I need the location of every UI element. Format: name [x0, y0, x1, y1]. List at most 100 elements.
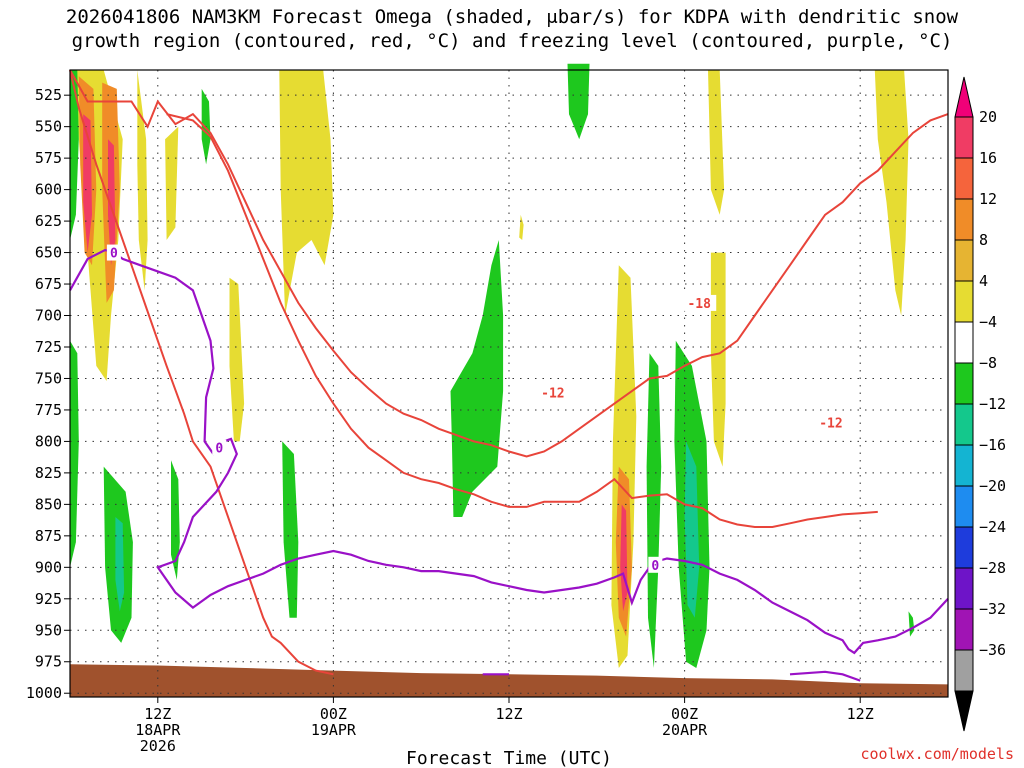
- omega-region: [171, 460, 180, 580]
- y-tick-label: 825: [35, 464, 62, 482]
- y-tick-label: 1000: [26, 684, 62, 702]
- colorbar-tick-label: −28: [979, 559, 1006, 577]
- colorbar-bottom-arrow: [954, 690, 974, 732]
- freezing-contour-label: 0: [651, 559, 659, 574]
- y-tick-label: 775: [35, 401, 62, 419]
- freezing-contour-label: 0: [215, 442, 223, 457]
- omega-region: [108, 139, 116, 266]
- y-tick-label: 575: [35, 149, 62, 167]
- omega-region: [908, 611, 915, 637]
- omega-region: [519, 214, 524, 240]
- colorbar-tick-label: 16: [979, 149, 997, 167]
- y-tick-label: 525: [35, 86, 62, 104]
- omega-region: [165, 126, 179, 240]
- dendritic-contour-label: -18: [687, 297, 711, 312]
- dendritic-contour-line: [166, 113, 878, 528]
- colorbar-tick-label: 20: [979, 108, 997, 126]
- omega-region: [70, 70, 79, 240]
- colorbar-tick-label: 8: [979, 231, 988, 249]
- colorbar-segment: [954, 526, 974, 569]
- dendritic-contour-label: -12: [819, 417, 842, 432]
- colorbar-tick-label: −4: [979, 313, 997, 331]
- y-tick-label: 600: [35, 181, 62, 199]
- y-tick-label: 950: [35, 621, 62, 639]
- colorbar-segment: [954, 444, 974, 487]
- omega-region: [279, 70, 334, 316]
- colorbar-segment: [954, 321, 974, 364]
- x-tick-label: 18APR: [135, 721, 181, 739]
- colorbar-top-arrow: [954, 76, 974, 118]
- x-tick-label: 12Z: [847, 705, 874, 723]
- ground-terrain: [70, 664, 948, 697]
- x-tick-label: 12Z: [495, 705, 522, 723]
- colorbar-segment: [954, 608, 974, 651]
- y-tick-label: 850: [35, 495, 62, 513]
- dendritic-contour-line: [69, 69, 334, 676]
- y-tick-label: 975: [35, 653, 62, 671]
- y-tick-label: 675: [35, 275, 62, 293]
- y-tick-label: 875: [35, 527, 62, 545]
- colorbar-tick-label: −32: [979, 600, 1006, 618]
- x-tick-label: 00Z: [320, 705, 347, 723]
- x-tick-label: 19APR: [311, 721, 357, 739]
- contour-label-background: [106, 244, 121, 261]
- colorbar-segment: [954, 485, 974, 528]
- x-tick-label: 12Z: [144, 705, 171, 723]
- contour-label-background: [813, 414, 848, 431]
- contour-label-background: [212, 439, 227, 456]
- contour-label-background: [648, 556, 663, 573]
- x-tick-label: 2026: [140, 737, 176, 755]
- colorbar-tick-label: 4: [979, 272, 988, 290]
- omega-region: [567, 63, 590, 140]
- omega-region: [137, 70, 148, 291]
- x-axis-label: Forecast Time (UTC): [406, 748, 612, 768]
- y-tick-label: 650: [35, 244, 62, 262]
- freezing-contour-label: 0: [110, 247, 118, 262]
- freezing-level-line: [69, 248, 949, 655]
- omega-region: [70, 340, 79, 568]
- x-tick-label: 20APR: [662, 721, 708, 739]
- dendritic-contour-label: -12: [541, 386, 564, 401]
- colorbar-tick-label: −12: [979, 395, 1006, 413]
- dendritic-contour-line: [69, 69, 949, 458]
- colorbar-tick-label: 12: [979, 190, 997, 208]
- x-tick-label: 00Z: [671, 705, 698, 723]
- omega-region: [646, 353, 662, 668]
- omega-region: [874, 70, 909, 316]
- colorbar-tick-label: −24: [979, 518, 1006, 536]
- colorbar-segment: [954, 280, 974, 323]
- y-tick-label: 750: [35, 369, 62, 387]
- chart-title-line1: 2026041806 NAM3KM Forecast Omega (shaded…: [65, 6, 959, 28]
- colorbar-segment: [954, 239, 974, 282]
- colorbar-segment: [954, 116, 974, 159]
- omega-region: [83, 114, 92, 253]
- omega-region: [710, 252, 726, 467]
- colorbar-segment: [954, 362, 974, 405]
- y-tick-label: 925: [35, 590, 62, 608]
- y-tick-label: 900: [35, 558, 62, 576]
- omega-region: [708, 70, 725, 215]
- freezing-level-line: [789, 670, 861, 682]
- chart-title-line2: growth region (contoured, red, °C) and f…: [71, 30, 953, 52]
- colorbar-segment: [954, 567, 974, 610]
- omega-region: [282, 441, 299, 618]
- omega-region: [229, 277, 245, 442]
- y-tick-label: 625: [35, 212, 62, 230]
- credit-text: coolwx.com/models: [860, 745, 1014, 763]
- omega-region: [115, 517, 125, 612]
- colorbar-segment: [954, 198, 974, 241]
- colorbar-segment: [954, 403, 974, 446]
- y-tick-label: 800: [35, 432, 62, 450]
- contour-label-background: [682, 294, 717, 311]
- contour-label-background: [535, 384, 570, 401]
- colorbar-segment: [954, 649, 974, 692]
- y-tick-label: 700: [35, 307, 62, 325]
- colorbar-tick-label: −8: [979, 354, 997, 372]
- omega-region: [450, 240, 504, 517]
- colorbar-segment: [954, 157, 974, 200]
- colorbar-tick-label: −36: [979, 641, 1006, 659]
- colorbar-tick-label: −20: [979, 477, 1006, 495]
- omega-region: [684, 441, 700, 618]
- colorbar-tick-label: −16: [979, 436, 1006, 454]
